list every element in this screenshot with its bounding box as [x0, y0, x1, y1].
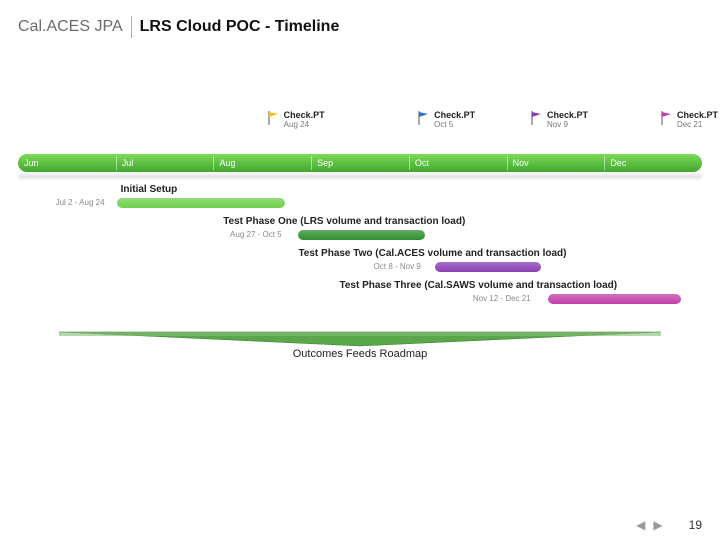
phase-bar	[548, 294, 681, 304]
checkpoints-row: Check.PT Aug 24 Check.PT Oct 5 Check.PT …	[18, 110, 702, 150]
phase-row: Oct 8 - Nov 9	[374, 262, 425, 271]
phase-title: Initial Setup	[121, 184, 178, 195]
month-cell: Sep	[311, 154, 409, 172]
phase-title: Test Phase Three (Cal.SAWS volume and tr…	[339, 280, 617, 291]
phase-title: Test Phase Two (Cal.ACES volume and tran…	[298, 248, 566, 259]
checkpoint: Check.PT Dec 21	[661, 110, 718, 129]
month-cell: Dec	[604, 154, 702, 172]
checkpoint: Check.PT Aug 24	[268, 110, 325, 129]
slide-footer: ◀ ▶ 19	[636, 518, 702, 532]
page-number: 19	[689, 518, 702, 532]
flag-icon	[661, 111, 673, 125]
checkpoint-label: Check.PT	[284, 110, 325, 120]
outcomes-arrow	[59, 330, 661, 344]
month-cell: Nov	[507, 154, 605, 172]
phase-row: Aug 27 - Oct 5	[230, 230, 286, 239]
header-prefix: Cal.ACES JPA	[18, 18, 131, 36]
header-title: LRS Cloud POC - Timeline	[140, 18, 340, 36]
slide-header: Cal.ACES JPA LRS Cloud POC - Timeline	[0, 0, 720, 38]
phase-dates: Nov 12 - Dec 21	[473, 294, 531, 303]
phase-bar	[117, 198, 285, 208]
outcomes-banner: Outcomes Feeds Roadmap	[18, 330, 702, 360]
checkpoint-label: Check.PT	[547, 110, 588, 120]
checkpoint-date: Aug 24	[284, 120, 325, 129]
phase-bar	[298, 230, 425, 240]
phase-row: Nov 12 - Dec 21	[473, 294, 535, 303]
flag-icon	[418, 111, 430, 125]
phase-row: Jul 2 - Aug 24	[56, 198, 109, 207]
phase-title: Test Phase One (LRS volume and transacti…	[223, 216, 465, 227]
month-cell: Jun	[18, 154, 116, 172]
prev-icon[interactable]: ◀	[636, 519, 645, 531]
checkpoint-date: Oct 5	[434, 120, 475, 129]
phase-dates: Aug 27 - Oct 5	[230, 230, 282, 239]
checkpoint-date: Dec 21	[677, 120, 718, 129]
outcomes-label: Outcomes Feeds Roadmap	[18, 348, 702, 360]
checkpoint-label: Check.PT	[677, 110, 718, 120]
month-cell: Jul	[116, 154, 214, 172]
month-axis: JunJulAugSepOctNovDec	[18, 154, 702, 172]
month-cell: Aug	[213, 154, 311, 172]
checkpoint-label: Check.PT	[434, 110, 475, 120]
next-icon[interactable]: ▶	[653, 519, 662, 531]
header-divider	[131, 16, 132, 38]
phase-dates: Oct 8 - Nov 9	[374, 262, 421, 271]
month-cell: Oct	[409, 154, 507, 172]
checkpoint: Check.PT Nov 9	[531, 110, 588, 129]
flag-icon	[268, 111, 280, 125]
checkpoint-date: Nov 9	[547, 120, 588, 129]
axis-shadow	[18, 174, 702, 179]
phase-dates: Jul 2 - Aug 24	[56, 198, 105, 207]
flag-icon	[531, 111, 543, 125]
checkpoint: Check.PT Oct 5	[418, 110, 475, 129]
phase-bar	[435, 262, 541, 272]
